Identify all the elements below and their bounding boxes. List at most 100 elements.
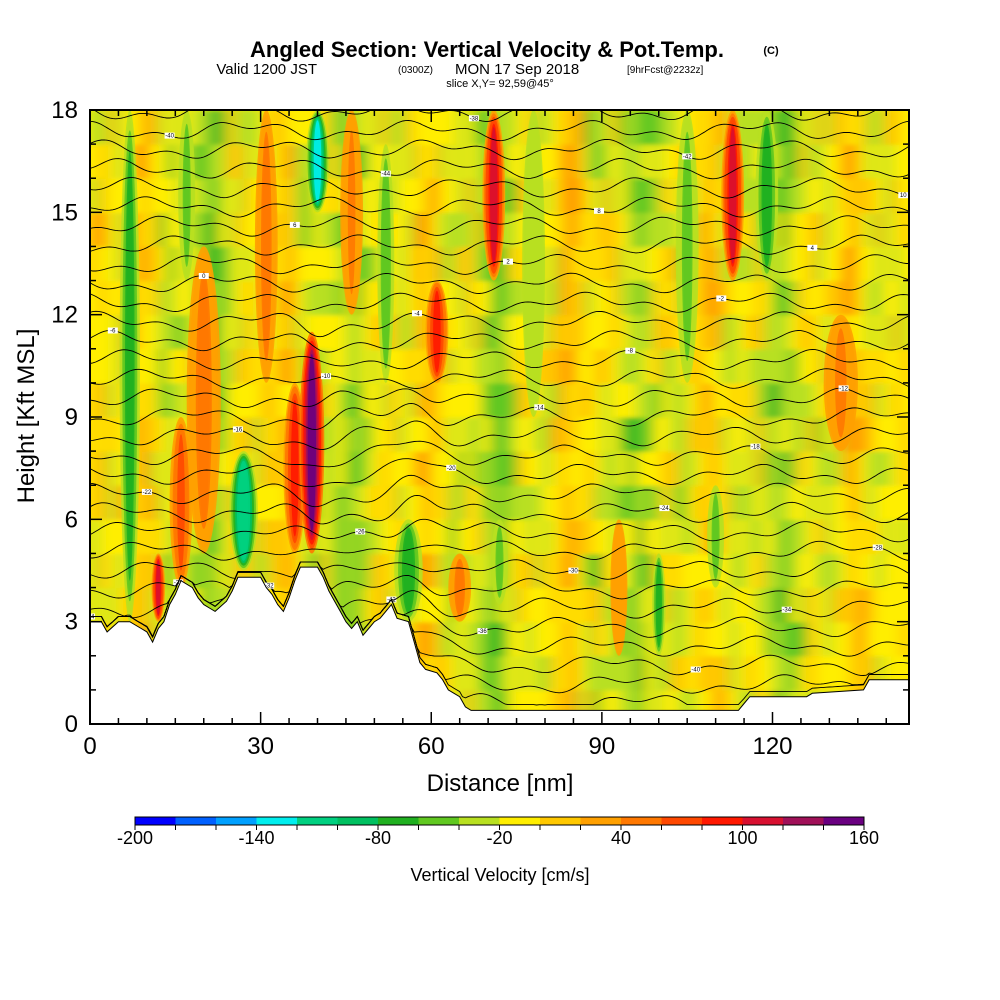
velocity-cell bbox=[98, 519, 108, 554]
velocity-cell bbox=[328, 144, 338, 179]
velocity-cell bbox=[798, 314, 808, 350]
velocity-cell bbox=[175, 280, 185, 316]
velocity-cell bbox=[252, 144, 262, 179]
velocity-cell bbox=[610, 212, 620, 247]
velocity-cell bbox=[448, 621, 458, 657]
velocity-cell bbox=[371, 246, 381, 282]
theta-contour bbox=[90, 518, 909, 543]
velocity-cell bbox=[815, 553, 825, 589]
velocity-cell bbox=[601, 655, 611, 691]
velocity-cell bbox=[627, 451, 637, 486]
velocity-cell bbox=[789, 417, 799, 452]
velocity-cell bbox=[806, 178, 816, 213]
velocity-cell bbox=[746, 246, 756, 282]
svg-text:(0300Z): (0300Z) bbox=[398, 65, 433, 76]
y-tick-label: 18 bbox=[51, 97, 78, 124]
velocity-cell bbox=[772, 280, 782, 316]
x-tick-label: 60 bbox=[418, 733, 445, 760]
velocity-cell bbox=[200, 144, 210, 179]
velocity-cell bbox=[218, 212, 228, 247]
velocity-cell bbox=[465, 417, 475, 452]
velocity-cell bbox=[465, 280, 475, 316]
velocity-cell bbox=[636, 212, 646, 247]
velocity-cell bbox=[764, 553, 774, 589]
velocity-cell bbox=[508, 689, 518, 724]
velocity-cell bbox=[422, 246, 432, 282]
velocity-cell bbox=[798, 485, 808, 520]
velocity-cell bbox=[891, 485, 901, 520]
velocity-core bbox=[156, 560, 161, 615]
velocity-cell bbox=[465, 382, 475, 418]
velocity-cell bbox=[653, 144, 663, 179]
velocity-cell bbox=[405, 246, 415, 282]
velocity-cell bbox=[516, 382, 526, 418]
velocity-cell bbox=[473, 246, 483, 282]
velocity-cell bbox=[883, 553, 893, 589]
velocity-cell bbox=[235, 382, 245, 418]
velocity-cell bbox=[388, 382, 398, 418]
theta-contour bbox=[93, 110, 877, 122]
y-tick-label: 12 bbox=[51, 302, 78, 329]
velocity-cell bbox=[269, 485, 279, 520]
velocity-cell bbox=[363, 553, 373, 589]
velocity-cell bbox=[218, 178, 228, 213]
svg-text:[9hrFcst@2232z]: [9hrFcst@2232z] bbox=[627, 65, 704, 76]
velocity-cell bbox=[738, 314, 748, 350]
theta-contour bbox=[90, 215, 909, 237]
velocity-cell bbox=[337, 485, 347, 520]
velocity-cell bbox=[380, 110, 390, 145]
velocity-cell bbox=[90, 553, 100, 589]
velocity-cell bbox=[516, 348, 526, 384]
contour-label: 0 bbox=[202, 274, 206, 280]
velocity-cell bbox=[371, 212, 381, 247]
contour-label: -40 bbox=[165, 134, 174, 140]
velocity-cell bbox=[465, 587, 475, 623]
velocity-cell bbox=[491, 280, 501, 316]
velocity-cell bbox=[508, 519, 518, 554]
velocity-cell bbox=[891, 621, 901, 657]
velocity-cell bbox=[644, 621, 654, 657]
velocity-cell bbox=[542, 417, 552, 452]
velocity-cell bbox=[107, 587, 117, 623]
velocity-cell bbox=[883, 417, 893, 452]
velocity-cell bbox=[218, 553, 228, 589]
terrain bbox=[90, 566, 909, 724]
velocity-cell bbox=[891, 280, 901, 316]
velocity-cell bbox=[704, 553, 714, 589]
velocity-cell bbox=[371, 348, 381, 384]
velocity-cell bbox=[866, 280, 876, 316]
velocity-cell bbox=[721, 587, 731, 623]
velocity-cell bbox=[576, 417, 586, 452]
velocity-cell bbox=[798, 451, 808, 486]
velocity-cell bbox=[269, 451, 279, 486]
velocity-cell bbox=[670, 212, 680, 247]
velocity-cell bbox=[806, 246, 816, 282]
velocity-cell bbox=[107, 280, 117, 316]
velocity-cell bbox=[798, 655, 808, 691]
velocity-cell bbox=[567, 519, 577, 554]
velocity-cell bbox=[789, 314, 799, 350]
contour-label-bg bbox=[468, 115, 479, 122]
velocity-cell bbox=[618, 246, 628, 282]
velocity-cell bbox=[456, 621, 466, 657]
velocity-cell bbox=[141, 110, 151, 145]
velocity-cell bbox=[653, 348, 663, 384]
velocity-cell bbox=[670, 110, 680, 145]
velocity-cell bbox=[380, 417, 390, 452]
velocity-cell bbox=[218, 417, 228, 452]
velocity-cell bbox=[798, 212, 808, 247]
velocity-cell bbox=[508, 587, 518, 623]
velocity-cell bbox=[823, 178, 833, 213]
velocity-cell bbox=[209, 587, 219, 623]
velocity-cell bbox=[584, 144, 594, 179]
velocity-cell bbox=[226, 553, 236, 589]
velocity-cell bbox=[371, 382, 381, 418]
velocity-cell bbox=[559, 110, 569, 145]
velocity-cell bbox=[235, 280, 245, 316]
velocity-cell bbox=[815, 519, 825, 554]
velocity-cell bbox=[644, 519, 654, 554]
y-axis: 0 3 6 9 12 15 18 bbox=[51, 97, 909, 738]
velocity-cell bbox=[337, 587, 347, 623]
velocity-cell bbox=[218, 519, 228, 554]
velocity-cell bbox=[781, 178, 791, 213]
